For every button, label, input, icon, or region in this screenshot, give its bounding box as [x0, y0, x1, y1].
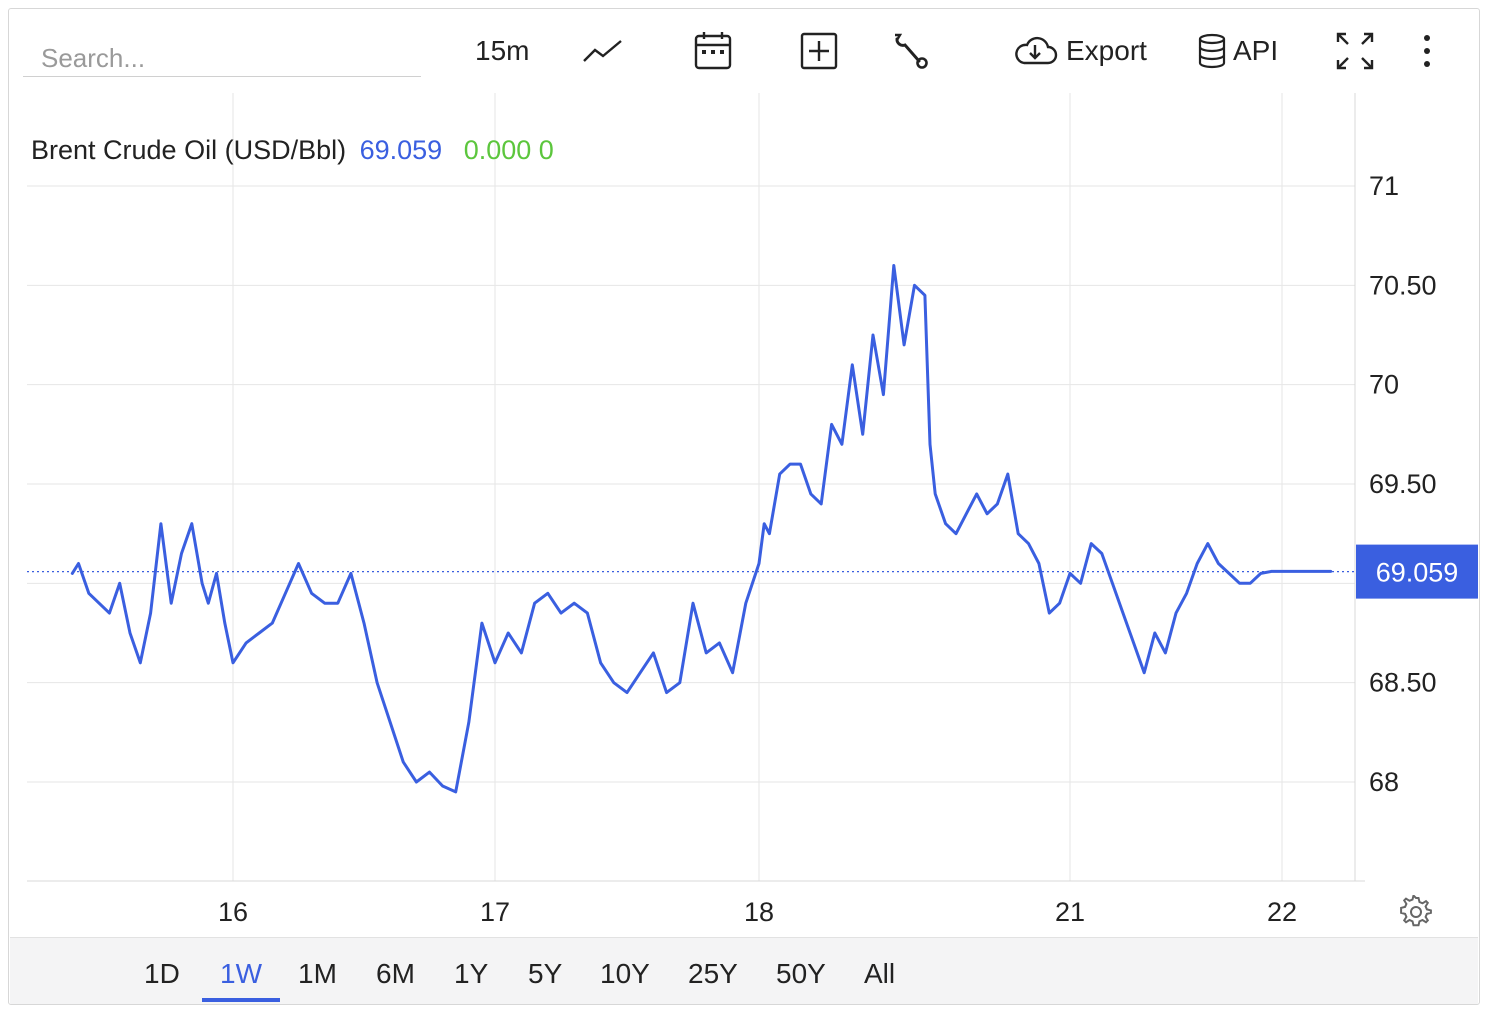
- x-tick-label: 18: [744, 897, 774, 927]
- range-button-1w[interactable]: 1W: [202, 958, 280, 1002]
- interval-selector[interactable]: 15m: [475, 29, 529, 73]
- range-selector: 1D 1W 1M 6M 1Y 5Y 10Y 25Y 50Y All: [10, 937, 1478, 1004]
- export-button[interactable]: Export: [1012, 29, 1147, 73]
- y-tick-label: 68: [1369, 767, 1399, 797]
- legend-series-name: Brent Crude Oil (USD/Bbl): [31, 135, 347, 165]
- range-button-10y[interactable]: 10Y: [600, 958, 650, 989]
- range-button-1m[interactable]: 1M: [298, 958, 337, 989]
- api-button[interactable]: API: [1197, 29, 1278, 73]
- legend-change: 0.000 0: [463, 135, 554, 165]
- chart-type-button[interactable]: [581, 29, 625, 73]
- database-icon: [1198, 33, 1226, 69]
- y-tick-label: 69.50: [1369, 469, 1437, 499]
- chart-widget: 15m: [8, 8, 1480, 1005]
- more-options-button[interactable]: [1417, 29, 1437, 73]
- fullscreen-button[interactable]: [1335, 29, 1375, 73]
- fullscreen-icon: [1336, 32, 1374, 70]
- x-tick-label: 16: [218, 897, 248, 927]
- price-series-line: [70, 264, 1333, 794]
- range-button-5y[interactable]: 5Y: [528, 958, 563, 989]
- search-input[interactable]: [23, 37, 421, 77]
- cloud-download-icon: [1015, 36, 1058, 65]
- more-vertical-icon: [1424, 35, 1430, 67]
- range-button-1d[interactable]: 1D: [144, 958, 180, 989]
- range-button-50y[interactable]: 50Y: [776, 958, 826, 989]
- calendar-button[interactable]: [693, 29, 733, 73]
- export-label: Export: [1066, 35, 1147, 66]
- api-label: API: [1233, 35, 1279, 66]
- x-tick-label: 22: [1267, 897, 1297, 927]
- range-button-1y[interactable]: 1Y: [454, 958, 489, 989]
- y-tick-label: 68.50: [1369, 668, 1437, 698]
- settings-gear-icon[interactable]: [1399, 895, 1433, 929]
- toolbar: 15m: [9, 9, 1479, 93]
- price-chart[interactable]: 68 68.50 69.50 70 70.50 71 16 17 18 21 22 69.059: [9, 9, 1479, 929]
- range-button-6m[interactable]: 6M: [376, 958, 415, 989]
- current-price-label: 69.059: [1376, 558, 1459, 588]
- add-comparison-button[interactable]: [799, 29, 839, 73]
- y-tick-label: 70: [1369, 370, 1399, 400]
- legend-value: 69.059: [359, 135, 443, 165]
- calendar-icon: [694, 32, 732, 70]
- range-button-25y[interactable]: 25Y: [688, 958, 738, 989]
- y-tick-label: 70.50: [1369, 270, 1437, 300]
- x-tick-label: 21: [1055, 897, 1085, 927]
- current-price-tag: [1356, 544, 1478, 599]
- line-chart-icon: [583, 40, 622, 62]
- interval-label: 15m: [475, 35, 530, 66]
- x-tick-label: 17: [480, 897, 510, 927]
- indicators-button[interactable]: [891, 29, 931, 73]
- plus-square-icon: [800, 32, 838, 70]
- range-button-all[interactable]: All: [864, 958, 896, 989]
- y-tick-label: 71: [1369, 171, 1399, 201]
- chart-legend: Brent Crude Oil (USD/Bbl) 69.059 0.000 0: [31, 135, 554, 166]
- wrench-icon: [895, 33, 928, 69]
